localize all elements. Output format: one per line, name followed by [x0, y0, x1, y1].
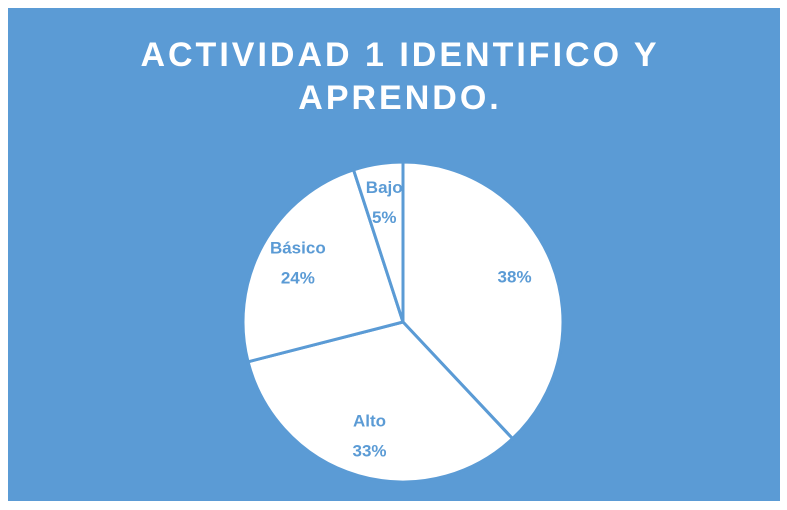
slice-value-label: 24%: [281, 269, 315, 288]
slice-category-label: Básico: [270, 239, 326, 258]
slice-value-label: 5%: [372, 208, 397, 227]
slice-value-label: 33%: [353, 442, 387, 461]
chart-title: ACTIVIDAD 1 IDENTIFICO Y APRENDO.: [140, 36, 660, 117]
slice-category-label: Alto: [353, 412, 386, 431]
pie-slice: [246, 320, 515, 484]
pie-slice: [401, 160, 565, 441]
slice-category-label: Bajo: [366, 178, 403, 197]
slice-value-label: 38%: [498, 267, 532, 286]
pie-slice: [241, 167, 405, 364]
pie-slice: [351, 160, 405, 323]
